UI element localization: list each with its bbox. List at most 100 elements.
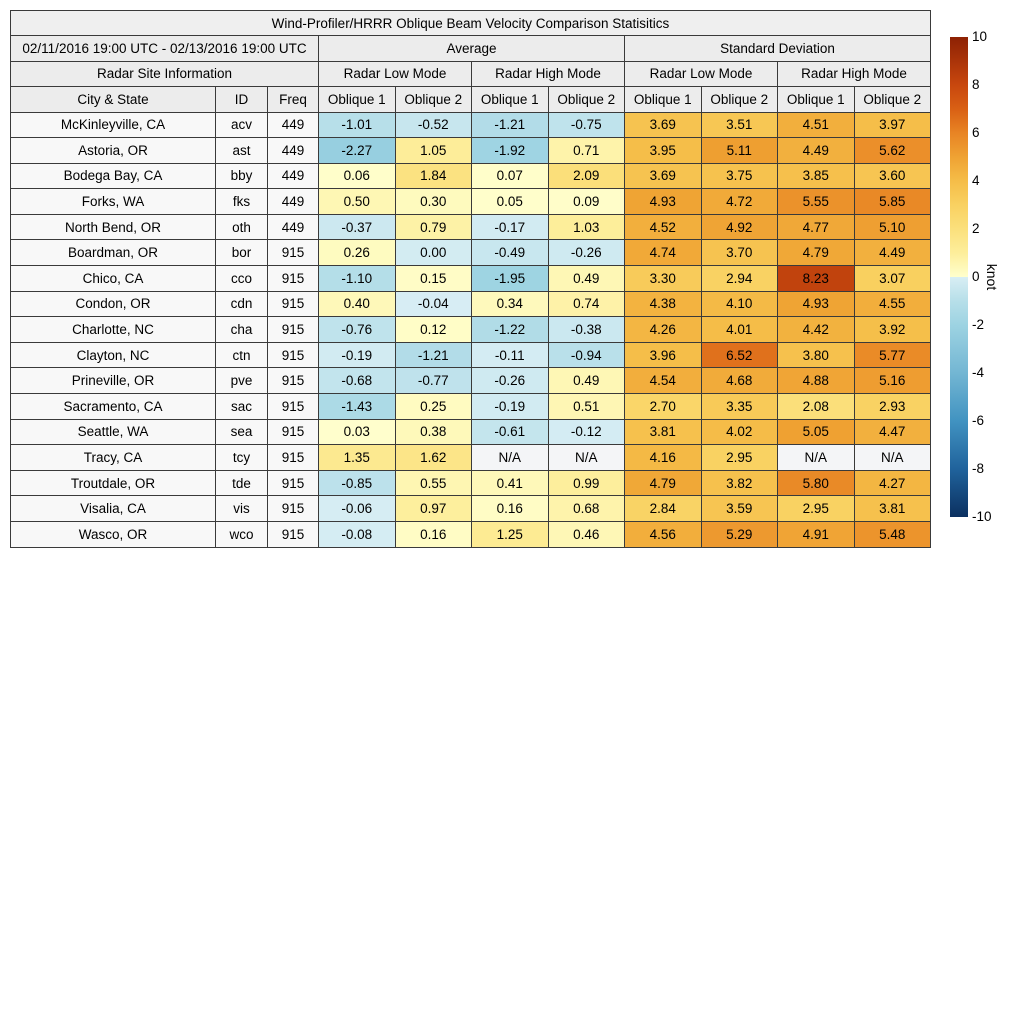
value-cell: 0.71	[547, 137, 625, 164]
value-cell: 4.47	[853, 418, 931, 446]
value-cell: 4.68	[700, 367, 778, 395]
freq-cell: 915	[267, 265, 319, 292]
col-header-oblique1: Oblique 1	[318, 86, 396, 113]
col-header-oblique1: Oblique 1	[777, 86, 855, 113]
freq-cell: 449	[267, 137, 319, 164]
value-cell: 3.51	[700, 111, 778, 139]
id-cell: pve	[215, 367, 268, 395]
value-cell: 3.07	[853, 265, 931, 292]
value-cell: -0.19	[471, 393, 549, 420]
value-cell: -0.11	[471, 341, 549, 369]
value-cell: -1.95	[471, 265, 549, 292]
value-cell: 0.51	[547, 393, 625, 420]
table-row: Forks, WA fks 449 0.50 0.30 0.05 0.09 4.93 4.72 5…	[10, 188, 931, 215]
mode-header-std-low: Radar Low Mode	[624, 60, 778, 87]
value-cell: -0.68	[318, 367, 396, 395]
table-row: Troutdale, OR tde 915 -0.85 0.55 0.41 0.99 4.79…	[10, 469, 931, 497]
value-cell: 3.97	[853, 111, 931, 139]
value-cell: 4.01	[700, 316, 778, 343]
value-cell: 4.02	[700, 418, 778, 446]
id-cell: fks	[215, 188, 268, 215]
value-cell: N/A	[853, 444, 931, 471]
table-row: Astoria, OR ast 449 -2.27 1.05 -1.92 0.71 3.95 5…	[10, 137, 931, 164]
value-cell: N/A	[471, 444, 549, 471]
colorbar-tick-label: 0	[972, 269, 980, 284]
city-cell: Condon, OR	[10, 290, 216, 318]
id-cell: bor	[215, 239, 268, 267]
colorbar-tick-label: 10	[972, 29, 988, 44]
table-row: Seattle, WA sea 915 0.03 0.38 -0.61 -0.12 3.81 4…	[10, 418, 931, 446]
colorbar-tick-label: -2	[972, 317, 985, 332]
value-cell: 1.05	[394, 137, 472, 164]
value-cell: 4.91	[777, 521, 855, 548]
value-cell: -1.22	[471, 316, 549, 343]
value-cell: 4.55	[853, 290, 931, 318]
table-row: North Bend, OR oth 449 -0.37 0.79 -0.17 1.03 4.…	[10, 213, 931, 241]
value-cell: 4.26	[624, 316, 702, 343]
value-cell: 3.95	[624, 137, 702, 164]
value-cell: -0.04	[394, 290, 472, 318]
value-cell: -0.49	[471, 239, 549, 267]
value-cell: -1.21	[394, 341, 472, 369]
id-cell: oth	[215, 213, 268, 241]
value-cell: -1.43	[318, 393, 396, 420]
value-cell: 3.69	[624, 111, 702, 139]
value-cell: 0.25	[394, 393, 472, 420]
value-cell: 3.69	[624, 162, 702, 190]
value-cell: 4.49	[853, 239, 931, 267]
col-header-city: City & State	[10, 86, 216, 113]
value-cell: 1.62	[394, 444, 472, 471]
value-cell: 0.68	[547, 495, 625, 522]
value-cell: 0.74	[547, 290, 625, 318]
value-cell: 4.92	[700, 213, 778, 241]
value-cell: -0.75	[547, 111, 625, 139]
city-cell: Troutdale, OR	[10, 469, 216, 497]
value-cell: 0.49	[547, 265, 625, 292]
table-row: Condon, OR cdn 915 0.40 -0.04 0.34 0.74 4.38 4.1…	[10, 290, 931, 318]
col-header-oblique2: Oblique 2	[547, 86, 625, 113]
stats-table: Wind-Profiler/HRRR Oblique Beam Velocity…	[10, 10, 931, 548]
value-cell: 3.59	[700, 495, 778, 522]
freq-cell: 915	[267, 316, 319, 343]
chart-title: Wind-Profiler/HRRR Oblique Beam Velocity…	[10, 10, 931, 36]
city-cell: Astoria, OR	[10, 137, 216, 164]
value-cell: -0.06	[318, 495, 396, 522]
value-cell: 2.93	[853, 393, 931, 420]
colorbar-tick-label: 4	[972, 173, 980, 188]
col-header-oblique2: Oblique 2	[700, 86, 778, 113]
value-cell: 4.54	[624, 367, 702, 395]
value-cell: 0.34	[471, 290, 549, 318]
value-cell: 1.25	[471, 521, 549, 548]
value-cell: -0.85	[318, 469, 396, 497]
colorbar-tick-label: -8	[972, 461, 985, 476]
value-cell: 2.09	[547, 162, 625, 190]
freq-cell: 915	[267, 495, 319, 522]
value-cell: 0.16	[394, 521, 472, 548]
city-cell: McKinleyville, CA	[10, 111, 216, 139]
value-cell: 5.48	[853, 521, 931, 548]
table-body: McKinleyville, CA acv 449 -1.01 -0.52 -1.21 -0…	[10, 111, 931, 548]
colorbar-tick-label: -10	[972, 509, 992, 524]
id-cell: ctn	[215, 341, 268, 369]
value-cell: -1.21	[471, 111, 549, 139]
value-cell: 3.70	[700, 239, 778, 267]
value-cell: 2.94	[700, 265, 778, 292]
value-cell: 5.62	[853, 137, 931, 164]
value-cell: 3.30	[624, 265, 702, 292]
city-cell: Clayton, NC	[10, 341, 216, 369]
colorbar-tick-label: 6	[972, 125, 980, 140]
group-header-average: Average	[318, 35, 625, 62]
value-cell: 0.40	[318, 290, 396, 318]
id-cell: sea	[215, 418, 268, 446]
value-cell: 0.38	[394, 418, 472, 446]
table-row: Chico, CA cco 915 -1.10 0.15 -1.95 0.49 3.30 2.9…	[10, 265, 931, 292]
value-cell: 3.80	[777, 341, 855, 369]
value-cell: 0.30	[394, 188, 472, 215]
city-cell: Tracy, CA	[10, 444, 216, 471]
freq-cell: 915	[267, 418, 319, 446]
value-cell: 5.80	[777, 469, 855, 497]
id-cell: cdn	[215, 290, 268, 318]
col-header-id: ID	[215, 86, 268, 113]
mode-header-avg-high: Radar High Mode	[471, 60, 625, 87]
value-cell: 5.55	[777, 188, 855, 215]
